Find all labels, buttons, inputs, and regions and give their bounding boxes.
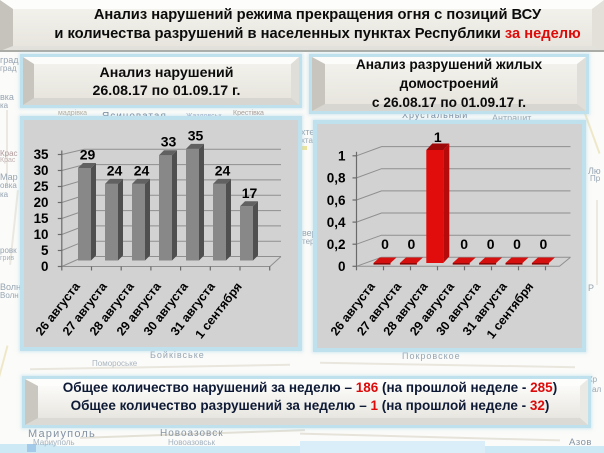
svg-text:0,8: 0,8 <box>327 171 346 186</box>
svg-text:29: 29 <box>80 147 96 163</box>
svg-text:0,2: 0,2 <box>327 237 346 252</box>
svg-text:17: 17 <box>242 185 258 201</box>
svg-text:0: 0 <box>513 236 521 252</box>
svg-text:20: 20 <box>34 195 49 210</box>
svg-text:0: 0 <box>460 236 468 252</box>
svg-text:0: 0 <box>338 259 346 274</box>
svg-text:35: 35 <box>34 147 49 162</box>
svg-text:30: 30 <box>34 163 49 178</box>
svg-text:33: 33 <box>161 134 177 150</box>
svg-text:0,4: 0,4 <box>327 215 346 230</box>
svg-text:0: 0 <box>408 236 416 252</box>
svg-text:24: 24 <box>134 162 150 178</box>
svg-text:0: 0 <box>487 236 495 252</box>
svg-text:24: 24 <box>215 162 231 178</box>
svg-text:5: 5 <box>41 243 49 258</box>
svg-text:0,6: 0,6 <box>327 193 346 208</box>
svg-text:35: 35 <box>188 127 204 143</box>
svg-text:15: 15 <box>34 211 49 226</box>
svg-text:24: 24 <box>107 162 123 178</box>
svg-text:10: 10 <box>34 227 49 242</box>
svg-text:1: 1 <box>338 149 346 164</box>
svg-text:25: 25 <box>34 179 49 194</box>
svg-text:0: 0 <box>41 259 48 274</box>
svg-text:0: 0 <box>540 236 548 252</box>
svg-text:0: 0 <box>381 236 389 252</box>
svg-text:1: 1 <box>434 129 442 145</box>
